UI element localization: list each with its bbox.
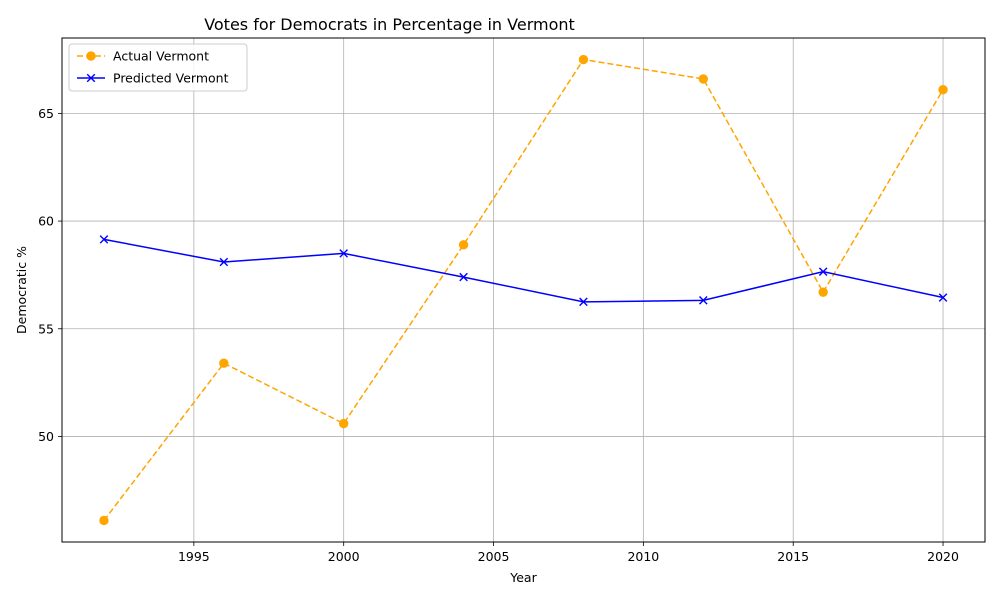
legend-marker (86, 51, 96, 61)
predicted-vermont-point (938, 293, 948, 302)
x-tick-label: 2005 (478, 549, 510, 564)
y-tick-label: 50 (38, 429, 54, 444)
series-actual-vermont (99, 54, 948, 526)
predicted-vermont-point (99, 235, 109, 244)
legend-box (68, 43, 248, 92)
grid (62, 38, 985, 542)
predicted-vermont-point (699, 296, 708, 305)
series-predicted-vermont (99, 235, 948, 307)
predicted-vermont-point (219, 257, 229, 267)
x-tick-label: 1995 (178, 549, 210, 564)
legend-label: Predicted Vermont (113, 71, 229, 86)
actual-vermont-point (578, 54, 589, 65)
y-tick-label: 55 (38, 321, 54, 336)
predicted-vermont-point (339, 249, 348, 258)
x-tick-label: 2010 (627, 549, 659, 564)
actual-vermont-point (698, 74, 709, 84)
x-tick-label: 2000 (328, 549, 360, 564)
actual-vermont-point (338, 418, 349, 429)
actual-vermont-point (99, 515, 109, 526)
x-tick-label: 2015 (777, 549, 809, 564)
actual-vermont-point (938, 84, 948, 95)
actual-vermont-point (219, 358, 229, 368)
predicted-vermont-point (459, 272, 468, 282)
x-axis-label: Year (509, 570, 537, 585)
legend-item-actual-vermont: Actual Vermont (77, 49, 209, 64)
actual-vermont-line (103, 58, 944, 521)
legend: Actual Vermont Predicted Vermont (68, 43, 248, 92)
predicted-vermont-point (579, 297, 588, 307)
legend-marker (86, 73, 96, 83)
chart-title: Votes for Democrats in Percentage in Ver… (204, 15, 575, 34)
actual-vermont-point (458, 240, 469, 250)
predicted-vermont-point (818, 267, 828, 276)
y-axis-label: Democratic % (14, 246, 29, 334)
actual-vermont-point (818, 287, 828, 297)
y-tick-label: 60 (38, 214, 54, 229)
legend-label: Actual Vermont (113, 49, 209, 64)
predicted-vermont-line (103, 238, 944, 303)
plot-frame (61, 37, 986, 543)
legend-item-predicted-vermont: Predicted Vermont (77, 71, 229, 86)
ticks: 1995 2000 2005 2010 2015 2020 50 55 60 65 (38, 106, 959, 564)
y-tick-label: 65 (38, 106, 54, 121)
x-tick-label: 2020 (927, 549, 959, 564)
series-layer (99, 54, 948, 526)
